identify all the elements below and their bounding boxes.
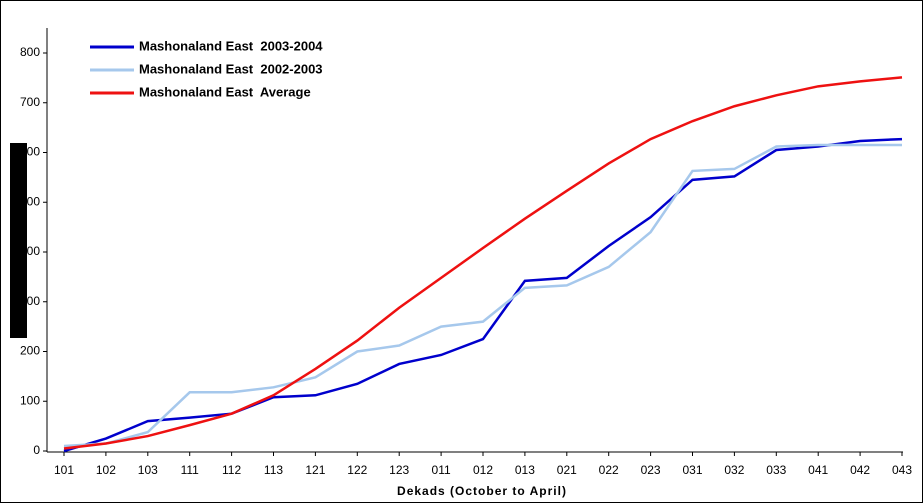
x-tick-label: 013 [515, 463, 535, 477]
y-tick-label: 200 [20, 344, 40, 358]
y-tick-label: 800 [20, 45, 40, 59]
series-line [63, 143, 902, 448]
y-tick-label: 500 [20, 194, 40, 208]
x-tick-label: 023 [641, 463, 661, 477]
y-tick-label: 100 [20, 393, 40, 407]
series-line [63, 76, 903, 450]
x-tick-label: 123 [389, 463, 409, 477]
legend-label: Mashonaland East 2003-2004 [139, 38, 323, 53]
x-tick-label: 031 [682, 463, 702, 477]
x-tick-label: 102 [96, 463, 116, 477]
x-tick-label: 032 [724, 463, 744, 477]
x-tick-label: 103 [138, 463, 158, 477]
x-tick-label: 101 [54, 463, 74, 477]
y-tick-label: 700 [20, 95, 40, 109]
x-tick-label: 041 [808, 463, 828, 477]
x-tick-label: 121 [305, 463, 325, 477]
x-tick-label: 022 [599, 463, 619, 477]
x-tick-label: 112 [222, 463, 241, 477]
x-tick-label: 043 [892, 463, 912, 477]
redacted-axis-label [10, 143, 27, 338]
legend-label: Mashonaland East Average [139, 84, 311, 99]
x-tick-label: 113 [264, 463, 283, 477]
y-tick-label: 0 [33, 443, 40, 457]
x-tick-label: 012 [473, 463, 493, 477]
y-tick-label: 400 [20, 244, 40, 258]
x-tick-label: 011 [432, 463, 451, 477]
y-tick-label: 300 [20, 294, 40, 308]
x-tick-label: 042 [850, 463, 870, 477]
x-axis-title: Dekads (October to April) [397, 484, 567, 498]
legend-label: Mashonaland East 2002-2003 [139, 61, 323, 76]
x-tick-label: 021 [557, 463, 577, 477]
x-tick-label: 111 [181, 463, 200, 477]
x-tick-label: 033 [766, 463, 786, 477]
x-tick-label: 122 [347, 463, 367, 477]
y-tick-label: 600 [20, 145, 40, 159]
series-line [63, 137, 903, 453]
